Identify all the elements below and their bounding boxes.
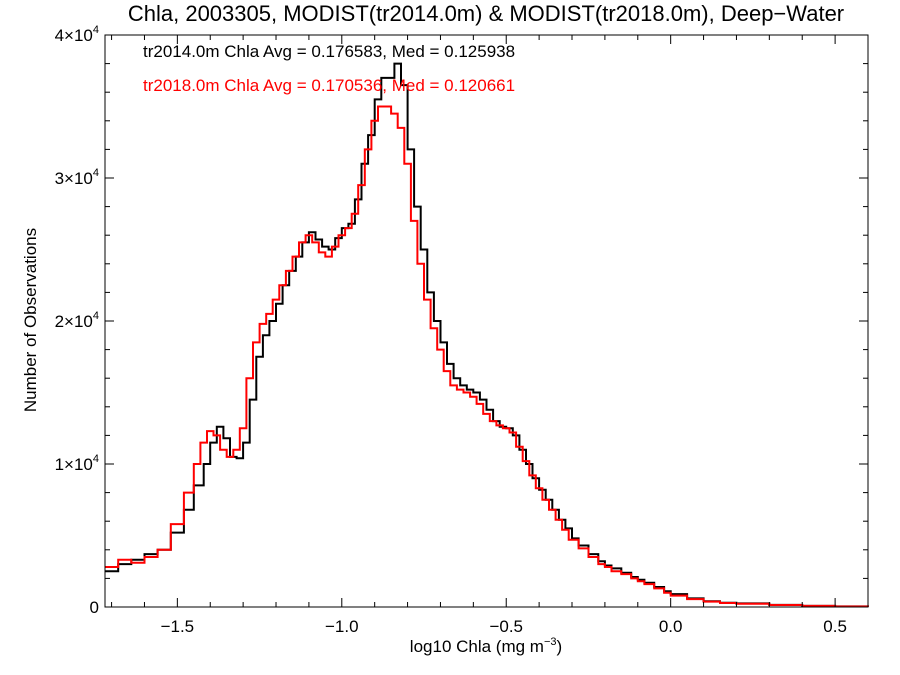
y-tick-label: 1×104 (55, 453, 99, 474)
y-axis-label: Number of Observations (21, 228, 40, 412)
plot-frame (104, 34, 869, 608)
y-tick-label: 4×104 (55, 24, 99, 45)
y-tick-label: 3×104 (55, 167, 99, 188)
x-tick-label: 0.5 (823, 617, 847, 636)
x-tick-label: −1.5 (161, 617, 195, 636)
chart-title: Chla, 2003305, MODIST(tr2014.0m) & MODIS… (128, 1, 844, 26)
series-0-histogram-line (105, 62, 869, 608)
x-tick-label: −0.5 (489, 617, 523, 636)
x-tick-label: 0.0 (659, 617, 683, 636)
x-tick-label: −1.0 (325, 617, 359, 636)
y-tick-label: 2×104 (55, 310, 99, 331)
y-tick-label: 0 (90, 598, 99, 617)
series-1-histogram-line (105, 105, 869, 608)
annotation-tr2014: tr2014.0m Chla Avg = 0.176583, Med = 0.1… (143, 42, 515, 61)
x-axis-label: log10 Chla (mg m−3) (410, 636, 562, 656)
annotation-tr2018: tr2018.0m Chla Avg = 0.170536, Med = 0.1… (143, 76, 515, 95)
